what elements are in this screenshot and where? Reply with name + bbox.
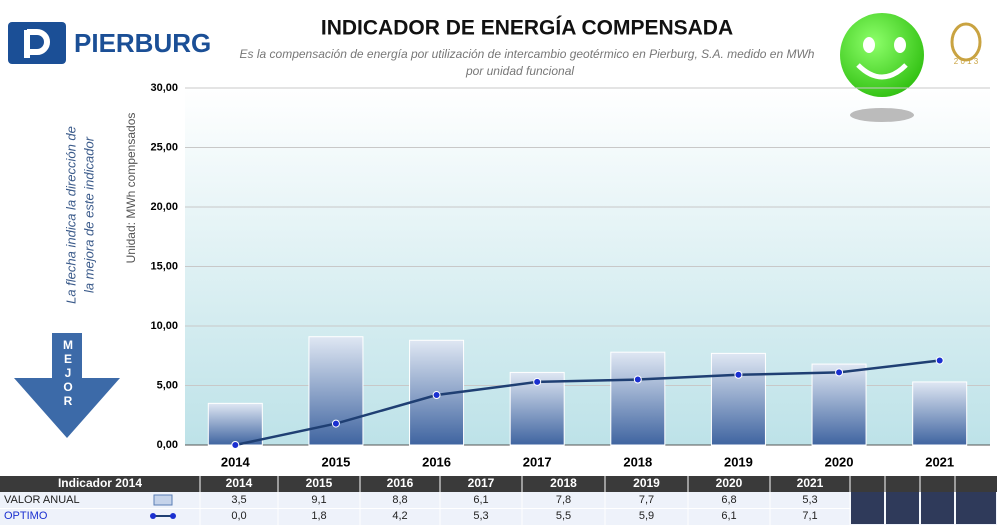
y-tick-label: 30,00 xyxy=(150,82,178,94)
table-empty xyxy=(851,492,884,524)
side-note: La flecha indica la dirección de xyxy=(63,126,78,304)
table-value: 9,1 xyxy=(311,494,326,506)
eye xyxy=(863,37,875,53)
table-value: 5,3 xyxy=(473,510,488,522)
table-value: 3,5 xyxy=(231,494,246,506)
x-tick-label: 2014 xyxy=(221,454,251,469)
table-value: 6,1 xyxy=(473,494,488,506)
table-year: 2015 xyxy=(306,476,333,490)
logo-icon xyxy=(8,22,66,64)
y-tick-label: 15,00 xyxy=(150,260,178,272)
side-note: la mejora de este indicador xyxy=(81,136,96,293)
smiley-shadow xyxy=(850,108,914,122)
table-value: 5,3 xyxy=(802,494,817,506)
x-tick-label: 2016 xyxy=(422,454,451,469)
mouth xyxy=(856,63,908,80)
y-tick-label: 0,00 xyxy=(157,439,178,451)
table-year: 2020 xyxy=(716,476,743,490)
y-tick-label: 20,00 xyxy=(150,201,178,213)
table-value: 0,0 xyxy=(231,510,246,522)
x-tick-label: 2017 xyxy=(523,454,552,469)
q-logo xyxy=(950,22,982,62)
y-tick-label: 5,00 xyxy=(157,379,178,391)
bar xyxy=(710,352,766,446)
y-axis-label: Unidad: MWh compensados xyxy=(124,113,138,264)
logo-year: 2 0 1 3 xyxy=(954,57,979,66)
table-header-bg xyxy=(0,476,997,492)
bar xyxy=(811,363,867,446)
point xyxy=(533,377,542,386)
table-empty xyxy=(921,492,954,524)
arrow-label: MEJOR xyxy=(63,338,73,408)
arrow xyxy=(14,333,120,438)
brand: PIERBURG xyxy=(74,28,211,58)
point xyxy=(231,441,240,449)
bar xyxy=(610,351,666,446)
y-tick-label: 10,00 xyxy=(150,320,178,332)
point xyxy=(432,391,441,400)
smiley xyxy=(840,13,924,97)
table-value: 8,8 xyxy=(392,494,407,506)
table-value: 6,1 xyxy=(721,510,736,522)
logo-p xyxy=(24,29,50,58)
table-year: 2021 xyxy=(797,476,824,490)
x-tick-label: 2020 xyxy=(825,454,854,469)
table-year: 2017 xyxy=(468,476,495,490)
legend-label: OPTIMO xyxy=(4,510,48,522)
table-value: 7,8 xyxy=(556,494,571,506)
point xyxy=(734,370,743,379)
table-empty xyxy=(956,492,996,524)
eye xyxy=(894,37,906,53)
table-value: 7,1 xyxy=(802,510,817,522)
point xyxy=(835,368,844,377)
bar xyxy=(207,402,263,446)
point xyxy=(633,375,642,384)
legend-swatch xyxy=(153,494,173,506)
table-value: 6,8 xyxy=(721,494,736,506)
table-year: 2014 xyxy=(226,476,253,490)
point xyxy=(331,419,340,428)
y-tick-label: 25,00 xyxy=(150,141,178,153)
chart-title: INDICADOR DE ENERGÍA COMPENSADA xyxy=(321,17,733,40)
legend-label: VALOR ANUAL xyxy=(4,494,80,506)
line xyxy=(235,359,940,447)
legend-dot xyxy=(170,513,176,519)
table-value: 1,8 xyxy=(311,510,326,522)
subtitle: Es la compensación de energía por utiliz… xyxy=(240,47,815,61)
bar xyxy=(912,381,968,446)
point xyxy=(935,356,944,365)
table-value: 4,2 xyxy=(392,510,407,522)
table-value: 7,7 xyxy=(639,494,654,506)
x-tick-label: 2019 xyxy=(724,454,753,469)
table-year: 2018 xyxy=(550,476,577,490)
table-empty xyxy=(886,492,919,524)
legend-dot xyxy=(150,513,156,519)
table-year: 2019 xyxy=(633,476,660,490)
x-tick-label: 2018 xyxy=(623,454,652,469)
x-tick-label: 2021 xyxy=(925,454,954,469)
subtitle: por unidad funcional xyxy=(465,64,574,78)
x-tick-label: 2015 xyxy=(321,454,350,469)
table-value: 5,5 xyxy=(556,510,571,522)
table-year: 2016 xyxy=(387,476,414,490)
table-header: Indicador 2014 xyxy=(58,476,142,490)
table-value: 5,9 xyxy=(639,510,654,522)
